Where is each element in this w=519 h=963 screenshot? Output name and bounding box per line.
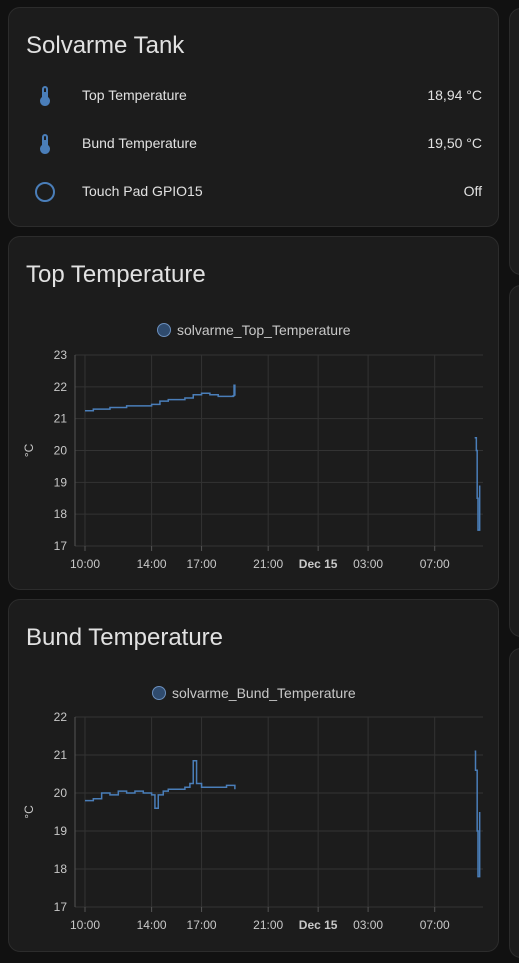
x-tick-label: 10:00 <box>70 557 100 571</box>
entities-card-title: Solvarme Tank <box>26 32 185 59</box>
y-tick-label: 17 <box>54 900 68 914</box>
y-tick-label: 21 <box>54 412 68 426</box>
y-tick-label: 17 <box>54 539 68 553</box>
x-tick-label: 17:00 <box>187 557 217 571</box>
legend-label: solvarme_Top_Temperature <box>177 322 351 338</box>
entity-state: Off <box>463 183 482 199</box>
chart-legend[interactable]: solvarme_Top_Temperature <box>157 322 351 338</box>
y-tick-label: 22 <box>54 380 68 394</box>
x-tick-label: 07:00 <box>420 557 450 571</box>
x-tick-label: 14:00 <box>137 918 167 932</box>
entity-name: Top Temperature <box>82 87 187 103</box>
series-line <box>474 750 481 878</box>
y-tick-label: 20 <box>54 444 68 458</box>
thermometer-icon <box>33 132 57 156</box>
chart-legend[interactable]: solvarme_Bund_Temperature <box>152 685 356 701</box>
y-axis-label: °C <box>22 805 36 819</box>
top-temperature-card: Top Temperature solvarme_Top_Temperature… <box>8 236 499 590</box>
legend-label: solvarme_Bund_Temperature <box>172 685 356 701</box>
side-card-1 <box>509 8 519 275</box>
entity-state: 19,50 °C <box>427 135 482 151</box>
y-tick-label: 23 <box>54 348 68 362</box>
x-tick-label: 03:00 <box>353 557 383 571</box>
entity-row-top-temperature[interactable]: Top Temperature 18,94 °C <box>9 76 498 116</box>
entity-row-touch-pad[interactable]: Touch Pad GPIO15 Off <box>9 172 498 212</box>
y-tick-label: 19 <box>54 824 68 838</box>
legend-marker <box>152 686 166 700</box>
bund-temperature-card: Bund Temperature solvarme_Bund_Temperatu… <box>8 599 499 952</box>
y-tick-label: 20 <box>54 786 68 800</box>
x-tick-label: Dec 15 <box>299 557 338 571</box>
series-line <box>84 384 236 412</box>
y-tick-label: 19 <box>54 475 68 489</box>
y-axis-label: °C <box>22 443 36 457</box>
x-tick-label: Dec 15 <box>299 918 338 932</box>
series-line <box>84 759 236 809</box>
entity-name: Bund Temperature <box>82 135 197 151</box>
bund-temperature-card-title: Bund Temperature <box>26 624 224 651</box>
y-tick-label: 21 <box>54 748 68 762</box>
y-tick-label: 18 <box>54 507 68 521</box>
legend-marker <box>157 323 171 337</box>
x-tick-label: 17:00 <box>187 918 217 932</box>
entity-name: Touch Pad GPIO15 <box>82 183 203 199</box>
x-tick-label: 21:00 <box>253 918 283 932</box>
entity-row-bund-temperature[interactable]: Bund Temperature 19,50 °C <box>9 124 498 164</box>
entity-state: 18,94 °C <box>427 87 482 103</box>
side-card-3 <box>509 648 519 958</box>
side-card-2 <box>509 285 519 637</box>
y-tick-label: 18 <box>54 862 68 876</box>
x-tick-label: 14:00 <box>137 557 167 571</box>
x-tick-label: 10:00 <box>70 918 100 932</box>
x-tick-label: 07:00 <box>420 918 450 932</box>
x-tick-label: 21:00 <box>253 557 283 571</box>
series-line <box>474 437 481 531</box>
x-tick-label: 03:00 <box>353 918 383 932</box>
circle-outline-icon <box>33 180 57 204</box>
top-temperature-card-title: Top Temperature <box>26 261 206 288</box>
thermometer-icon <box>33 84 57 108</box>
entities-card: Solvarme Tank Top Temperature 18,94 °C B… <box>8 7 499 227</box>
y-tick-label: 22 <box>54 710 68 724</box>
